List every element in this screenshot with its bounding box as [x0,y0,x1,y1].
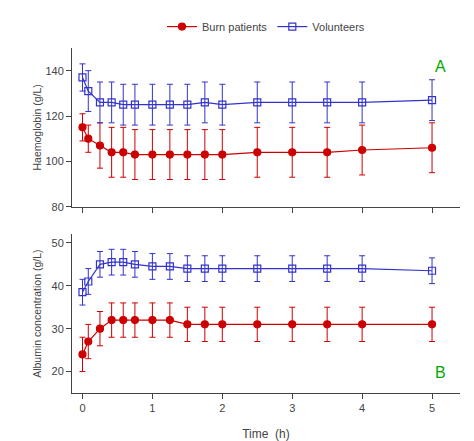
svg-text:20: 20 [52,365,64,377]
svg-text:3: 3 [289,402,295,414]
svg-text:B: B [435,364,446,381]
svg-text:Time (h): Time (h) [242,427,290,441]
svg-text:Albumin concentration (g/L): Albumin concentration (g/L) [31,249,43,377]
svg-text:2: 2 [219,402,225,414]
svg-text:1: 1 [149,402,155,414]
svg-text:4: 4 [359,402,365,414]
svg-text:120: 120 [45,110,63,122]
svg-text:0: 0 [79,402,85,414]
svg-text:140: 140 [45,65,63,77]
svg-text:Burn patients: Burn patients [202,21,267,33]
svg-text:50: 50 [52,237,64,249]
svg-text:A: A [435,58,446,75]
svg-text:80: 80 [52,201,64,213]
svg-text:40: 40 [52,280,64,292]
svg-text:5: 5 [429,402,435,414]
svg-text:100: 100 [45,155,63,167]
svg-text:Haemoglobin (g/L): Haemoglobin (g/L) [31,84,43,170]
svg-text:30: 30 [52,323,64,335]
svg-text:Volunteers: Volunteers [312,21,364,33]
